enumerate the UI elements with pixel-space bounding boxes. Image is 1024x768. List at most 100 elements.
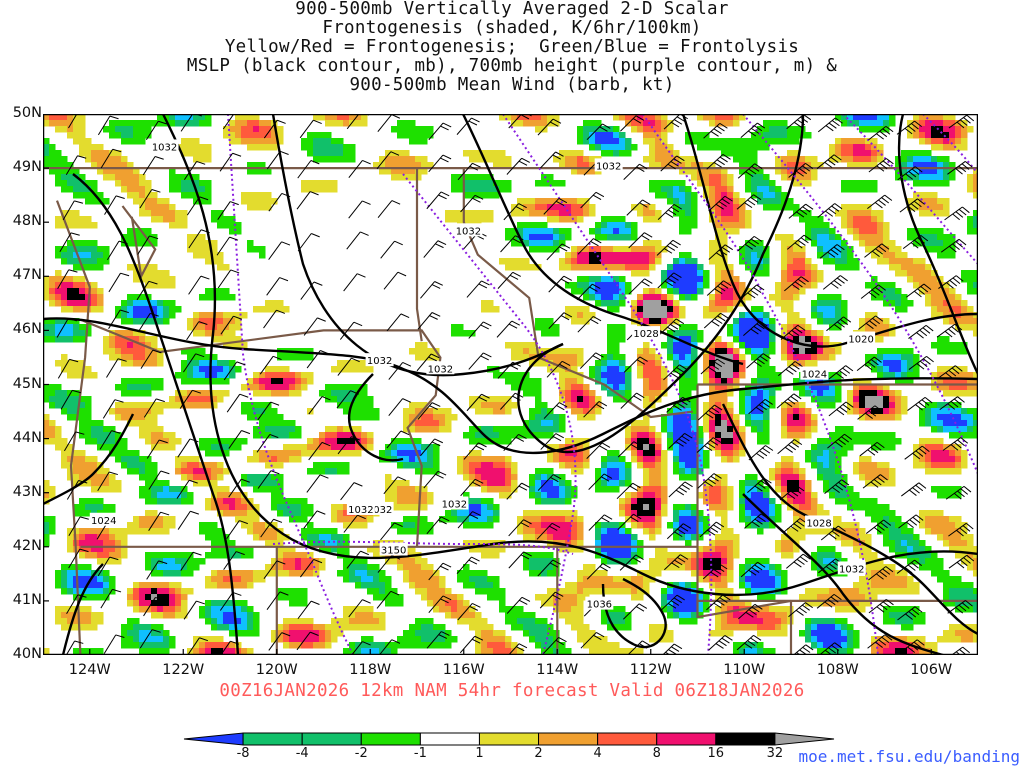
shade-cell xyxy=(691,192,698,199)
shade-cell xyxy=(91,258,98,265)
shade-cell xyxy=(793,342,800,349)
shade-cell xyxy=(613,384,620,391)
shade-cell xyxy=(49,114,56,121)
shade-cell xyxy=(931,270,938,277)
shade-cell xyxy=(133,408,140,415)
shade-cell xyxy=(643,252,650,259)
shade-cell xyxy=(625,138,632,145)
shade-cell xyxy=(493,474,500,481)
shade-cell xyxy=(781,264,788,271)
shade-cell xyxy=(847,432,854,439)
shade-cell xyxy=(823,348,830,355)
shade-cell xyxy=(169,396,176,403)
shade-cell xyxy=(469,474,476,481)
shade-cell xyxy=(49,324,56,331)
shade-cell xyxy=(289,378,296,385)
shade-cell xyxy=(109,474,116,481)
shade-cell xyxy=(871,408,878,415)
shade-cell xyxy=(895,288,902,295)
shade-cell xyxy=(709,144,716,151)
shade-cell xyxy=(259,120,266,127)
shade-cell xyxy=(67,330,74,337)
shade-cell xyxy=(535,222,542,229)
shade-cell xyxy=(139,138,146,145)
shade-cell xyxy=(109,336,116,343)
shade-cell xyxy=(595,372,602,379)
shade-cell xyxy=(49,162,56,169)
shade-cell xyxy=(853,408,860,415)
shade-cell xyxy=(541,432,548,439)
shade-cell xyxy=(253,120,260,127)
shade-cell xyxy=(811,240,818,247)
shade-cell xyxy=(91,252,98,259)
shade-cell xyxy=(259,486,266,493)
shade-cell xyxy=(685,192,692,199)
shade-cell xyxy=(745,504,752,511)
shade-cell xyxy=(295,450,302,457)
shade-cell xyxy=(877,528,884,535)
shade-cell xyxy=(157,498,164,505)
shade-cell xyxy=(205,120,212,127)
shade-cell xyxy=(205,180,212,187)
shade-cell xyxy=(889,282,896,289)
shade-cell xyxy=(751,420,758,427)
shade-cell xyxy=(835,246,842,253)
shade-cell xyxy=(907,372,914,379)
shade-cell xyxy=(349,156,356,163)
shade-cell xyxy=(133,234,140,241)
shade-cell xyxy=(49,516,56,523)
shade-cell xyxy=(589,414,596,421)
shade-cell xyxy=(721,270,728,277)
shade-cell xyxy=(763,354,770,361)
shade-cell xyxy=(493,480,500,487)
shade-cell xyxy=(895,354,902,361)
shade-cell xyxy=(463,192,470,199)
shade-cell xyxy=(835,150,842,157)
shade-cell xyxy=(307,372,314,379)
shade-cell xyxy=(331,120,338,127)
shade-cell xyxy=(727,348,734,355)
shade-cell xyxy=(337,384,344,391)
shade-cell xyxy=(133,276,140,283)
shade-cell xyxy=(211,474,218,481)
shade-cell xyxy=(277,492,284,499)
shade-cell xyxy=(949,522,956,529)
shade-cell xyxy=(757,348,764,355)
shade-cell xyxy=(685,138,692,145)
shade-cell xyxy=(67,360,74,367)
shade-cell xyxy=(421,132,428,139)
shade-cell xyxy=(607,456,614,463)
shade-cell xyxy=(883,348,890,355)
shade-cell xyxy=(211,522,218,529)
shade-cell xyxy=(859,204,866,211)
shade-cell xyxy=(787,420,794,427)
shade-cell xyxy=(97,162,104,169)
shade-cell xyxy=(229,330,236,337)
shade-cell xyxy=(625,390,632,397)
shade-cell xyxy=(199,234,206,241)
shade-cell xyxy=(931,294,938,301)
shade-cell xyxy=(751,180,758,187)
shade-cell xyxy=(463,180,470,187)
shade-cell xyxy=(607,450,614,457)
shade-cell xyxy=(811,270,818,277)
shade-cell xyxy=(877,408,884,415)
shade-cell xyxy=(709,342,716,349)
shade-cell xyxy=(211,210,218,217)
shade-cell xyxy=(685,426,692,433)
shade-cell xyxy=(289,420,296,427)
shade-cell xyxy=(625,144,632,151)
shade-cell xyxy=(265,408,272,415)
shade-cell xyxy=(613,342,620,349)
shade-cell xyxy=(643,360,650,367)
shade-cell xyxy=(691,504,698,511)
shade-cell xyxy=(499,162,506,169)
shade-cell xyxy=(745,246,752,253)
shade-cell xyxy=(871,240,878,247)
shade-cell xyxy=(823,528,830,535)
shade-cell xyxy=(259,132,266,139)
shade-cell xyxy=(871,480,878,487)
shade-cell xyxy=(745,222,752,229)
shade-cell xyxy=(787,150,794,157)
shade-cell xyxy=(97,306,104,313)
